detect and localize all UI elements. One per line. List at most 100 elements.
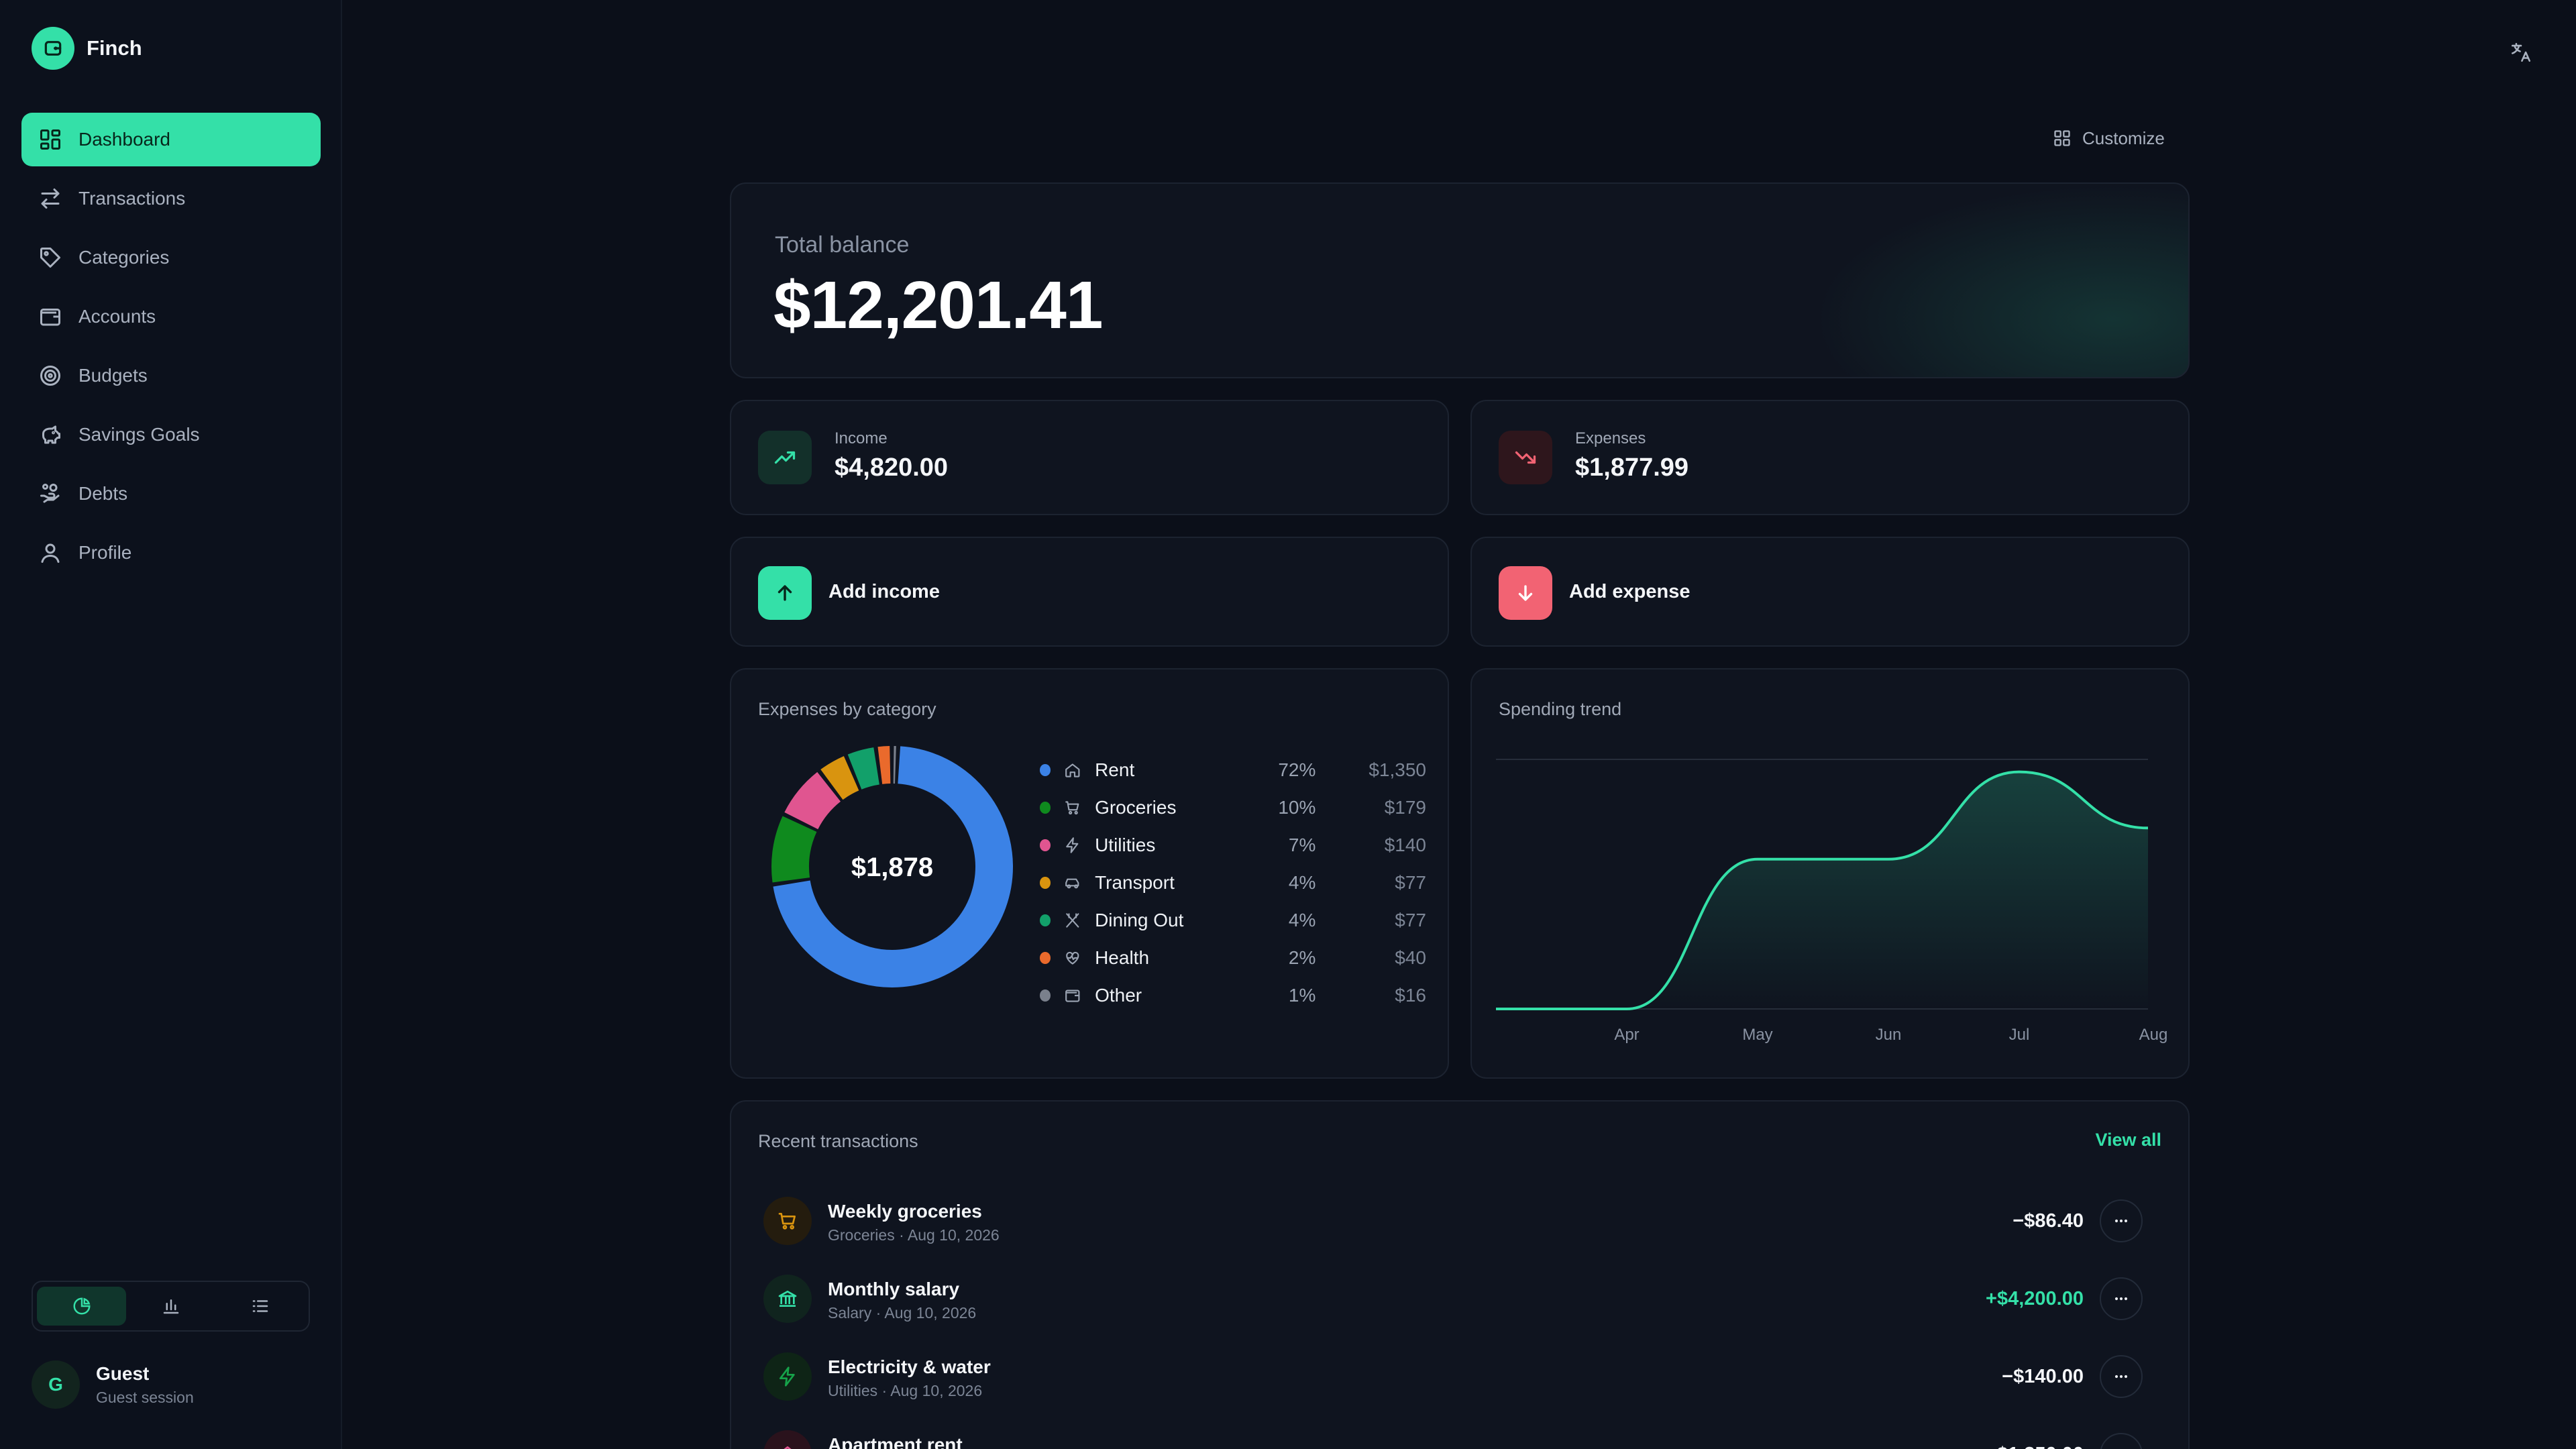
legend-pct: 10%	[1278, 797, 1316, 818]
brand[interactable]: Finch	[32, 27, 142, 70]
dashboard-icon	[40, 129, 60, 150]
total-balance-card: Total balance $12,201.41	[730, 182, 2190, 378]
donut-slice-dining-out[interactable]	[847, 747, 880, 790]
more-icon	[2114, 1219, 2128, 1223]
donut-slice-utilities[interactable]	[784, 771, 841, 830]
more-options-button[interactable]	[2100, 1433, 2143, 1449]
transaction-row[interactable]: Monthly salary Salary · Aug 10, 2026 +$4…	[758, 1265, 2164, 1332]
transaction-amount: −$1,350.00	[1986, 1444, 2084, 1449]
legend-amount: $77	[1395, 910, 1426, 930]
user-profile[interactable]: G Guest Guest session	[32, 1360, 194, 1409]
bar-chart-icon	[163, 1299, 178, 1314]
legend-row-utilities[interactable]: Utilities 7% $140	[1040, 826, 1426, 864]
sidebar-item-budgets[interactable]: Budgets	[21, 349, 321, 402]
legend-amount: $40	[1395, 947, 1426, 968]
sidebar-item-profile[interactable]: Profile	[21, 526, 321, 580]
language-button[interactable]	[2506, 38, 2536, 67]
balance-value: $12,201.41	[773, 268, 1103, 343]
transaction-row[interactable]: Apartment rent −$1,350.00	[758, 1421, 2164, 1449]
bar-view-button[interactable]	[126, 1287, 215, 1326]
donut-slice-groceries[interactable]	[771, 816, 817, 883]
legend-dot	[1040, 764, 1051, 776]
panel-title: Expenses by category	[758, 699, 936, 719]
panel-title: Recent transactions	[758, 1131, 918, 1151]
more-icon	[2112, 1445, 2131, 1449]
legend-name: Groceries	[1095, 797, 1177, 818]
legend-pct: 2%	[1288, 947, 1316, 968]
hand-coins-icon	[40, 484, 60, 503]
view-all-link[interactable]: View all	[2095, 1130, 2161, 1150]
more-icon	[2114, 1375, 2128, 1379]
view-switch	[32, 1281, 310, 1332]
more-options-button[interactable]	[2100, 1199, 2143, 1242]
brand-name: Finch	[87, 36, 142, 60]
legend-row-other[interactable]: Other 1% $16	[1040, 977, 1426, 1014]
legend-pct: 72%	[1278, 759, 1316, 780]
arrow-down-icon	[1499, 566, 1552, 620]
legend-pct: 4%	[1288, 872, 1316, 893]
arrows-icon	[41, 189, 60, 209]
legend-name: Utilities	[1095, 835, 1156, 855]
sidebar-item-label: Profile	[78, 542, 132, 563]
transaction-meta: Utilities · Aug 10, 2026	[828, 1382, 983, 1399]
trend-line	[1496, 770, 2149, 1010]
expenses-value: $1,877.99	[1575, 453, 1689, 482]
home-icon	[763, 1430, 812, 1449]
income-label: Income	[835, 429, 888, 447]
legend-row-groceries[interactable]: Groceries 10% $179	[1040, 789, 1426, 826]
utensils-icon	[1066, 913, 1079, 928]
sidebar-item-dashboard[interactable]: Dashboard	[21, 113, 321, 166]
add-income-button[interactable]: Add income	[730, 537, 1449, 647]
more-options-button[interactable]	[2100, 1277, 2143, 1320]
legend-row-dining-out[interactable]: Dining Out 4% $77	[1040, 902, 1426, 939]
customize-label: Customize	[2082, 127, 2165, 148]
donut-slice-rent[interactable]	[773, 746, 1013, 987]
sidebar-item-label: Debts	[78, 483, 128, 504]
list-view-button[interactable]	[215, 1287, 305, 1326]
balance-label: Total balance	[775, 232, 910, 258]
target-icon	[40, 366, 60, 386]
trend-area	[1496, 771, 2148, 1009]
x-tick-label: May	[1742, 1026, 1772, 1044]
add-expense-button[interactable]: Add expense	[1470, 537, 2190, 647]
user-icon	[41, 543, 60, 563]
piggy-bank-icon	[42, 425, 60, 444]
transaction-meta: Groceries · Aug 10, 2026	[828, 1226, 1000, 1244]
sidebar-item-label: Categories	[78, 247, 170, 268]
legend-dot	[1040, 802, 1051, 814]
sidebar-item-savings-goals[interactable]: Savings Goals	[21, 408, 321, 462]
x-tick-label: Jun	[1876, 1026, 1902, 1044]
legend-amount: $179	[1384, 797, 1426, 818]
donut-chart: $1,878	[771, 746, 1013, 987]
legend-row-transport[interactable]: Transport 4% $77	[1040, 864, 1426, 902]
car-icon	[1065, 878, 1079, 889]
donut-slice-transport[interactable]	[820, 756, 859, 800]
transaction-row[interactable]: Weekly groceries Groceries · Aug 10, 202…	[758, 1187, 2164, 1254]
bolt-icon	[763, 1352, 812, 1401]
heart-pulse-icon	[1066, 951, 1079, 965]
transaction-amount: +$4,200.00	[1986, 1288, 2084, 1309]
transaction-row[interactable]: Electricity & water Utilities · Aug 10, …	[758, 1343, 2164, 1410]
sidebar-item-label: Budgets	[78, 365, 148, 386]
income-value: $4,820.00	[835, 453, 949, 482]
sidebar-item-debts[interactable]: Debts	[21, 467, 321, 521]
legend-row-rent[interactable]: Rent 72% $1,350	[1040, 751, 1426, 789]
spending-trend-chart: Apr May Jun Jul Aug	[1496, 759, 2167, 1044]
transaction-name: Weekly groceries	[828, 1201, 982, 1222]
transaction-name: Apartment rent	[828, 1434, 963, 1449]
sidebar-item-label: Accounts	[78, 306, 156, 327]
home-icon	[1065, 763, 1080, 777]
sidebar-item-categories[interactable]: Categories	[21, 231, 321, 284]
grid-icon	[2054, 130, 2070, 146]
pie-view-button[interactable]	[37, 1287, 126, 1326]
legend-pct: 7%	[1288, 835, 1316, 855]
sidebar-item-transactions[interactable]: Transactions	[21, 172, 321, 225]
customize-button[interactable]: Customize	[2053, 125, 2165, 152]
more-options-button[interactable]	[2100, 1355, 2143, 1398]
sidebar-item-accounts[interactable]: Accounts	[21, 290, 321, 343]
spending-trend-panel: Spending trend Apr May Jun Jul Aug	[1470, 668, 2190, 1079]
transaction-name: Electricity & water	[828, 1356, 991, 1377]
legend-row-health[interactable]: Health 2% $40	[1040, 939, 1426, 977]
add-expense-label: Add expense	[1569, 581, 1690, 602]
legend-dot	[1040, 952, 1051, 964]
